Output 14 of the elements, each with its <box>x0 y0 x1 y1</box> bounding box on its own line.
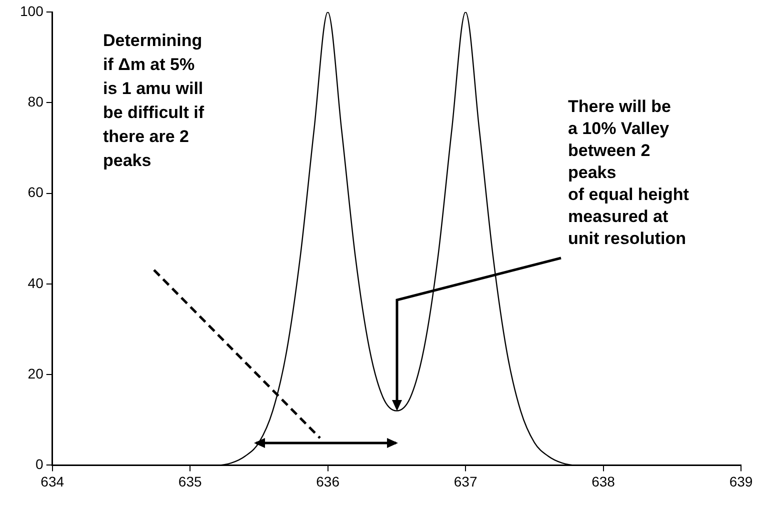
y-tick-label: 100 <box>20 2 44 19</box>
x-tick-label: 639 <box>729 473 753 490</box>
y-tick-label: 60 <box>28 184 44 200</box>
x-tick-label: 636 <box>316 473 340 490</box>
x-tick-label: 637 <box>454 473 478 490</box>
y-tick-label: 0 <box>36 456 44 472</box>
x-tick-label: 635 <box>178 473 202 490</box>
annotation: There will be a 10% Valley between 2 peaks of equal height measured at unit resolution <box>568 97 690 248</box>
x-tick-label: 638 <box>592 473 616 490</box>
y-tick-label: 20 <box>28 365 44 382</box>
y-tick-label: 80 <box>28 94 44 110</box>
annotation: Determining if Δm at 5% is 1 amu will be difficult if there are 2 peaks <box>103 31 204 170</box>
y-tick-label: 40 <box>28 274 44 291</box>
x-tick-label: 634 <box>40 473 64 490</box>
